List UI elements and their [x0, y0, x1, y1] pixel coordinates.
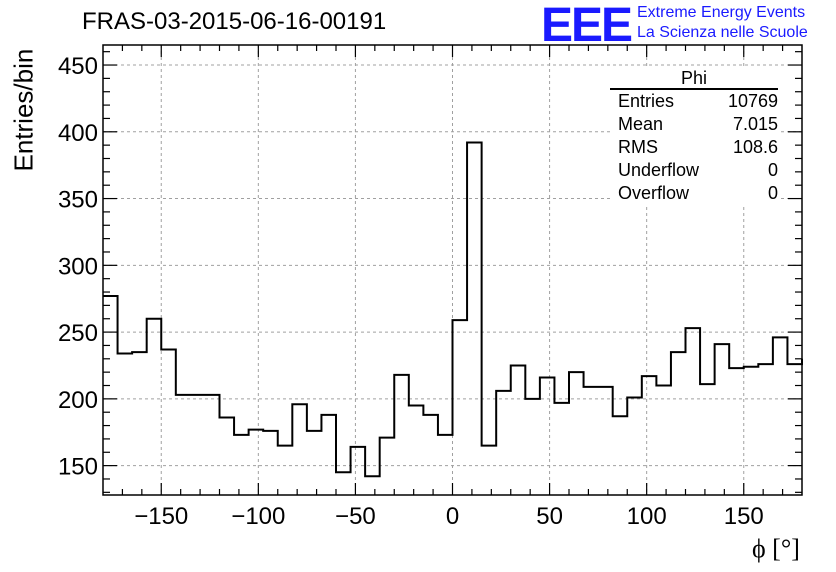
histogram-line — [103, 141, 803, 478]
y-tick-label: 350 — [58, 187, 98, 214]
x-tick-label: −150 — [134, 503, 188, 530]
stats-row: Underflow 0 — [610, 159, 778, 182]
x-tick-label: 100 — [627, 503, 667, 530]
x-axis-label: ϕ [°] — [752, 534, 800, 563]
stats-value: 0 — [767, 183, 778, 203]
stats-label: Entries — [618, 91, 675, 111]
logo-caption-line1: Extreme Energy Events — [637, 4, 806, 21]
eee-logo: EEE — [541, 0, 633, 52]
stats-label: Underflow — [618, 160, 700, 180]
y-tick-label: 400 — [58, 120, 98, 147]
y-axis-label: Entries/bin — [8, 48, 39, 172]
x-tick-label: −50 — [335, 503, 376, 530]
stats-title: Phi — [610, 68, 778, 90]
x-tick-label: 50 — [536, 503, 563, 530]
stats-label: Mean — [618, 114, 664, 134]
stats-row: RMS 108.6 — [610, 136, 778, 159]
y-tick-label: 450 — [58, 53, 98, 80]
y-tick-labels: 150 200 250 300 350 400 450 — [58, 53, 98, 481]
y-tick-label: 300 — [58, 253, 98, 280]
stats-value: 0 — [767, 160, 778, 180]
stats-value: 108.6 — [732, 137, 778, 157]
stats-value: 10769 — [727, 91, 778, 111]
chart-title: FRAS-03-2015-06-16-00191 — [82, 8, 387, 35]
x-tick-labels: −150 −100 −50 0 50 100 150 — [134, 503, 764, 530]
x-tick-label: 0 — [446, 503, 459, 530]
stats-value: 7.015 — [732, 114, 778, 134]
stats-row: Overflow 0 — [610, 182, 778, 205]
stats-row: Mean 7.015 — [610, 113, 778, 136]
stats-row: Entries 10769 — [610, 90, 778, 113]
y-tick-label: 150 — [58, 454, 98, 481]
y-tick-label: 250 — [58, 320, 98, 347]
stats-label: RMS — [618, 137, 658, 157]
logo-caption-line2: La Scienza nelle Scuole — [637, 24, 808, 41]
stats-label: Overflow — [618, 183, 690, 203]
x-tick-label: 150 — [724, 503, 764, 530]
x-tick-label: −100 — [231, 503, 285, 530]
axis-ticks — [103, 45, 802, 495]
y-tick-label: 200 — [58, 387, 98, 414]
stats-box: Phi Entries 10769 Mean 7.015 RMS 108.6 U… — [610, 68, 778, 205]
